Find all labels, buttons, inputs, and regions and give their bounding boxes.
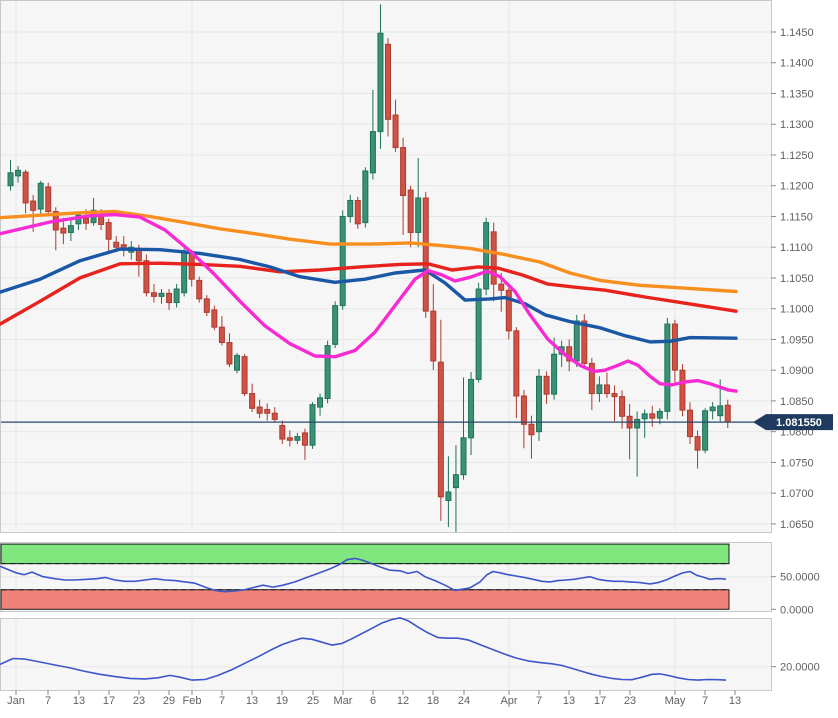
current-price-value: 1.081550 xyxy=(776,417,822,429)
svg-text:18: 18 xyxy=(427,695,439,707)
svg-text:7: 7 xyxy=(45,695,51,707)
svg-text:1.0750: 1.0750 xyxy=(780,457,814,469)
rsi-bands xyxy=(0,543,730,610)
svg-text:1.1300: 1.1300 xyxy=(780,119,814,131)
svg-text:May: May xyxy=(665,695,686,707)
svg-text:1.1400: 1.1400 xyxy=(780,58,814,70)
gridlines xyxy=(1,1,771,689)
svg-text:Mar: Mar xyxy=(334,695,353,707)
moving-average-lines xyxy=(0,209,738,393)
adx-line xyxy=(0,616,727,681)
ma-blue xyxy=(0,247,738,344)
current-price-tag: 1.081550 xyxy=(753,414,833,431)
svg-text:Apr: Apr xyxy=(500,695,517,707)
svg-text:1.1250: 1.1250 xyxy=(780,150,814,162)
rsi-line xyxy=(0,557,727,593)
ma-magenta xyxy=(0,212,738,393)
svg-text:23: 23 xyxy=(133,695,145,707)
svg-text:17: 17 xyxy=(103,695,115,707)
svg-text:1.1200: 1.1200 xyxy=(780,181,814,193)
svg-text:1.1450: 1.1450 xyxy=(780,27,814,39)
svg-text:29: 29 xyxy=(163,695,175,707)
svg-text:24: 24 xyxy=(458,695,470,707)
svg-text:13: 13 xyxy=(563,695,575,707)
ma-orange xyxy=(0,209,738,294)
svg-text:25: 25 xyxy=(307,695,319,707)
svg-text:23: 23 xyxy=(624,695,636,707)
svg-text:0.0000: 0.0000 xyxy=(780,604,814,616)
svg-text:13: 13 xyxy=(73,695,85,707)
svg-text:7: 7 xyxy=(536,695,542,707)
svg-text:1.0950: 1.0950 xyxy=(780,334,814,346)
svg-text:13: 13 xyxy=(246,695,258,707)
svg-text:50.0000: 50.0000 xyxy=(780,572,820,584)
price-axis: 1.1450 1.1400 1.1350 1.1300 1.1250 1.1200 1.11… xyxy=(771,27,820,674)
svg-text:19: 19 xyxy=(276,695,288,707)
svg-text:13: 13 xyxy=(729,695,741,707)
svg-text:1.1000: 1.1000 xyxy=(780,304,814,316)
svg-text:1.0700: 1.0700 xyxy=(780,488,814,500)
svg-text:7: 7 xyxy=(219,695,225,707)
svg-text:1.1100: 1.1100 xyxy=(780,242,813,254)
svg-text:1.1350: 1.1350 xyxy=(780,88,814,100)
svg-text:1.0650: 1.0650 xyxy=(780,519,814,531)
svg-text:1.1050: 1.1050 xyxy=(780,273,814,285)
svg-text:1.0850: 1.0850 xyxy=(780,396,814,408)
time-axis: Jan 7 13 17 23 29 Feb 7 13 19 25 Mar 6 12 18 24 Apr 7 13 17… xyxy=(7,690,741,707)
svg-text:Jan: Jan xyxy=(7,695,25,707)
svg-text:20.0000: 20.0000 xyxy=(780,662,820,674)
svg-text:1.1150: 1.1150 xyxy=(780,211,813,223)
svg-text:6: 6 xyxy=(370,695,376,707)
ma-red xyxy=(0,261,738,326)
svg-text:Feb: Feb xyxy=(183,695,202,707)
svg-text:7: 7 xyxy=(702,695,708,707)
svg-text:1.0900: 1.0900 xyxy=(780,365,814,377)
svg-text:12: 12 xyxy=(397,695,409,707)
svg-text:17: 17 xyxy=(594,695,606,707)
